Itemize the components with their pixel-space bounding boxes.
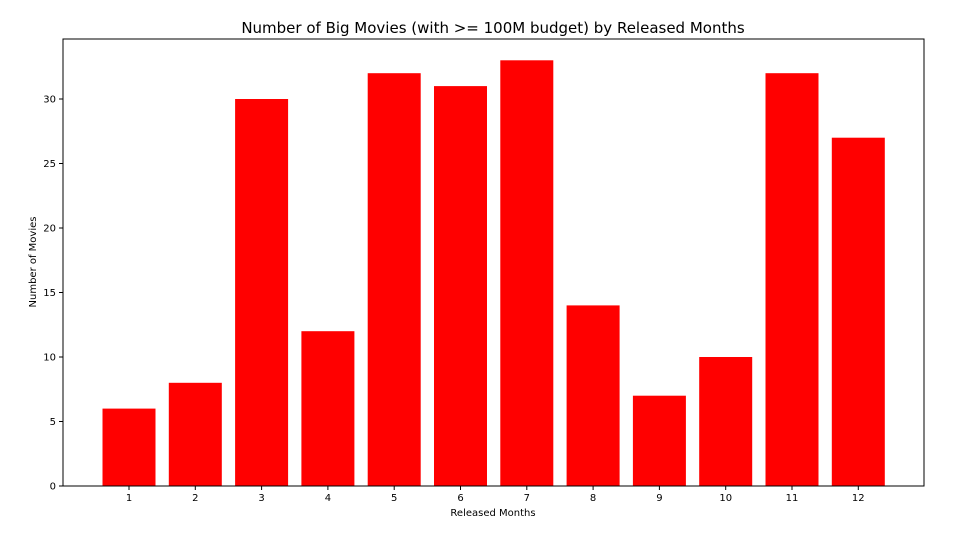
x-tick-label: 4 xyxy=(325,493,331,504)
bar-month-12 xyxy=(831,137,885,486)
plot-frame xyxy=(62,38,925,487)
bar-month-1 xyxy=(102,408,156,486)
x-tick-label: 3 xyxy=(258,493,264,504)
x-tick-label: 7 xyxy=(524,493,530,504)
y-tick-label: 5 xyxy=(50,417,56,428)
x-tick-label: 9 xyxy=(656,493,662,504)
y-tick-label: 0 xyxy=(50,482,56,493)
x-axis-label: Released Months xyxy=(450,508,535,519)
y-tick-label: 20 xyxy=(43,223,56,234)
y-tick-label: 10 xyxy=(43,352,56,363)
bar-month-4 xyxy=(301,331,355,486)
bar-month-11 xyxy=(765,73,819,486)
x-tick-label: 10 xyxy=(719,493,732,504)
bar-month-10 xyxy=(699,357,753,486)
x-tick-label: 1 xyxy=(126,493,132,504)
bar-month-9 xyxy=(632,395,686,486)
bar-month-5 xyxy=(367,73,421,486)
bar-month-6 xyxy=(434,86,487,486)
y-axis-label: Number of Movies xyxy=(28,217,39,308)
bar-month-8 xyxy=(566,305,620,486)
bar-month-7 xyxy=(500,60,554,487)
bar-month-2 xyxy=(168,382,222,486)
y-tick-label: 15 xyxy=(43,288,56,299)
bar-month-3 xyxy=(235,99,289,486)
y-tick-label: 30 xyxy=(43,94,56,105)
y-tick-label: 25 xyxy=(43,159,56,170)
x-tick-label: 11 xyxy=(786,493,799,504)
x-tick-label: 5 xyxy=(391,493,397,504)
x-tick-label: 12 xyxy=(852,493,865,504)
x-tick-label: 6 xyxy=(457,493,463,504)
x-tick-label: 8 xyxy=(590,493,596,504)
chart-title: Number of Big Movies (with >= 100M budge… xyxy=(241,19,745,37)
x-tick-label: 2 xyxy=(192,493,198,504)
